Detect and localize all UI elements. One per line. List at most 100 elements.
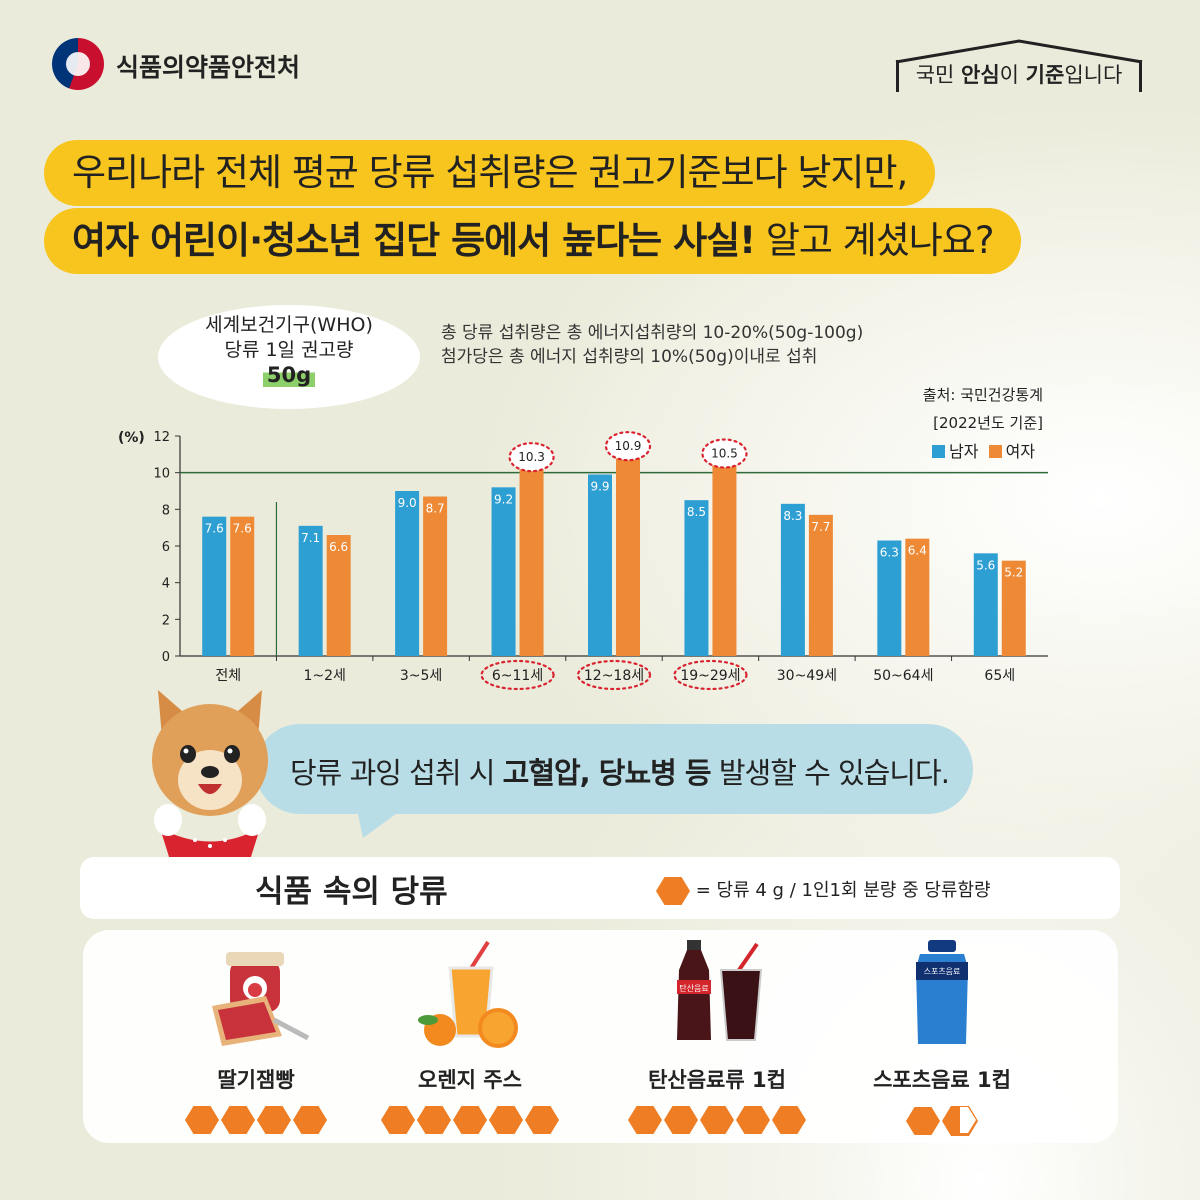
- bar-male: [395, 491, 420, 656]
- legend-swatch-male: [932, 445, 945, 458]
- soda-bottle-label: 탄산음료: [679, 983, 708, 993]
- y-tick-label: 6: [162, 540, 170, 555]
- x-tick-label: 전체: [215, 668, 241, 684]
- y-axis-label: (%): [118, 430, 145, 446]
- data-label: 7.6: [205, 522, 224, 536]
- sugar-hexagon-icon: [185, 1106, 219, 1134]
- y-tick-label: 12: [153, 430, 170, 445]
- roof-icon: [895, 39, 1143, 64]
- food-name: 오렌지 주스: [418, 1068, 522, 1092]
- data-label: 10.9: [615, 439, 642, 453]
- bar-female: [326, 535, 351, 656]
- x-tick-label: 65세: [984, 668, 1015, 684]
- soda-icon: 탄산음료: [617, 940, 817, 1050]
- bar-male: [780, 503, 805, 656]
- data-label: 9.0: [398, 496, 417, 510]
- speech-bubble: [255, 724, 973, 814]
- x-tick-label: 19~29세: [680, 668, 740, 684]
- legend-swatch-female: [988, 445, 1002, 458]
- data-label: 6.3: [880, 546, 899, 560]
- sugar-hexes: [156, 1106, 356, 1134]
- highlight-ring: [576, 659, 652, 691]
- data-label: 5.2: [1004, 566, 1023, 580]
- data-label: 6.6: [329, 540, 348, 554]
- chart-legend: 남자 여자: [932, 438, 1035, 462]
- x-tick-label: 1~2세: [303, 668, 345, 684]
- data-label: 8.5: [687, 505, 706, 519]
- speech-bubble-tail: [355, 800, 415, 838]
- y-tick-label: 10: [153, 467, 170, 482]
- data-label: 7.6: [233, 522, 252, 536]
- bar-male: [202, 516, 227, 656]
- x-tick-label: 30~49세: [777, 668, 837, 684]
- food-item-sports-drink: 스포츠음료 스포츠음료 1컵: [842, 940, 1042, 1136]
- bar-male: [684, 500, 709, 656]
- food-name: 탄산음료류 1컵: [648, 1068, 786, 1092]
- sugar-hexes: [842, 1106, 1042, 1136]
- bar-male: [877, 540, 902, 656]
- food-name: 딸기잼빵: [217, 1068, 295, 1092]
- bar-female: [808, 514, 833, 656]
- food-name: 스포츠음료 1컵: [873, 1068, 1011, 1092]
- y-tick-label: 8: [162, 503, 170, 518]
- bar-female: [423, 496, 448, 656]
- sugar-hexagon-icon: [221, 1106, 255, 1134]
- source-label: 출처: 국민건강통계: [922, 386, 1043, 404]
- highlight-ring: [604, 431, 652, 462]
- source-year: [2022년도 기준]: [933, 414, 1043, 432]
- x-tick-label: 3~5세: [400, 668, 442, 684]
- bar-female: [712, 463, 737, 656]
- dog-mascot-icon: [152, 690, 268, 860]
- sugar-intake-bar-chart: (%) 0 2 4 6 8 10 12 전체 7.6 7.6 1~2세 7.1 6.6 3~5세 9.0 8.7…: [118, 430, 1048, 691]
- who-amount: 50g: [262, 363, 316, 387]
- highlight-ring: [508, 442, 555, 473]
- sugar-hexagon-icon: [293, 1106, 327, 1134]
- bar-female: [230, 516, 255, 656]
- food-item-jam-bread: 딸기잼빵: [156, 940, 356, 1134]
- data-label: 7.1: [301, 531, 320, 545]
- government-logo: [52, 38, 104, 90]
- data-label: 10.3: [518, 450, 545, 464]
- headline-line2: 여자 어린이·청소년 집단 등에서 높다는 사실! 알고 계셨나요?: [44, 208, 1022, 274]
- bar-female: [616, 456, 640, 656]
- sugar-hexes: [617, 1106, 817, 1134]
- sugar-hexes: [370, 1106, 570, 1134]
- jam-bread-icon: [156, 940, 356, 1050]
- food-item-orange-juice: 오렌지 주스: [370, 940, 570, 1134]
- y-tick-label: 0: [162, 650, 170, 665]
- x-tick-label: 12~18세: [584, 668, 644, 684]
- data-label: 6.4: [908, 544, 927, 558]
- who-line1: 세계보건기구(WHO): [205, 314, 373, 336]
- food-item-soda: 탄산음료 탄산음료류 1컵: [617, 940, 817, 1134]
- slogan: 국민 안심이 기준입니다: [896, 60, 1142, 92]
- bar-female: [519, 467, 544, 656]
- x-tick-label: 50~64세: [873, 668, 933, 684]
- speech-text: 당류 과잉 섭취 시 고혈압, 당뇨병 등 발생할 수 있습니다.: [290, 756, 950, 790]
- bar-male: [588, 474, 612, 656]
- legend-label-female: 여자: [1005, 442, 1036, 461]
- foods-legend: = 당류 4 g / 1인1회 분량 중 당류함량: [656, 876, 991, 905]
- data-label: 8.3: [783, 509, 802, 523]
- data-label: 9.9: [590, 480, 609, 494]
- bar-male: [973, 553, 998, 656]
- y-tick-label: 4: [162, 577, 170, 592]
- sports-drink-icon: 스포츠음료: [842, 940, 1042, 1050]
- foods-title: 식품 속의 당류: [255, 874, 448, 910]
- who-line2: 당류 1일 권고량: [224, 339, 354, 361]
- y-tick-label: 2: [162, 613, 170, 628]
- bar-female: [1001, 560, 1026, 656]
- highlight-ring: [480, 659, 555, 691]
- sugar-hexagon-icon: [257, 1106, 291, 1134]
- bar-male: [298, 525, 323, 656]
- legend-label-male: 남자: [949, 442, 979, 461]
- highlight-ring: [701, 438, 748, 469]
- sports-bottle-label: 스포츠음료: [924, 967, 961, 976]
- foods-header-bar: [80, 857, 1120, 919]
- intake-note: 총 당류 섭취량은 총 에너지섭취량의 10-20%(50g-100g) 첨가당…: [441, 323, 864, 367]
- data-label: 10.5: [711, 447, 738, 461]
- data-label: 8.7: [426, 502, 445, 516]
- who-recommendation-bubble: 세계보건기구(WHO) 당류 1일 권고량 50g: [158, 305, 420, 409]
- highlight-ring: [673, 659, 748, 691]
- bar-male: [491, 487, 516, 656]
